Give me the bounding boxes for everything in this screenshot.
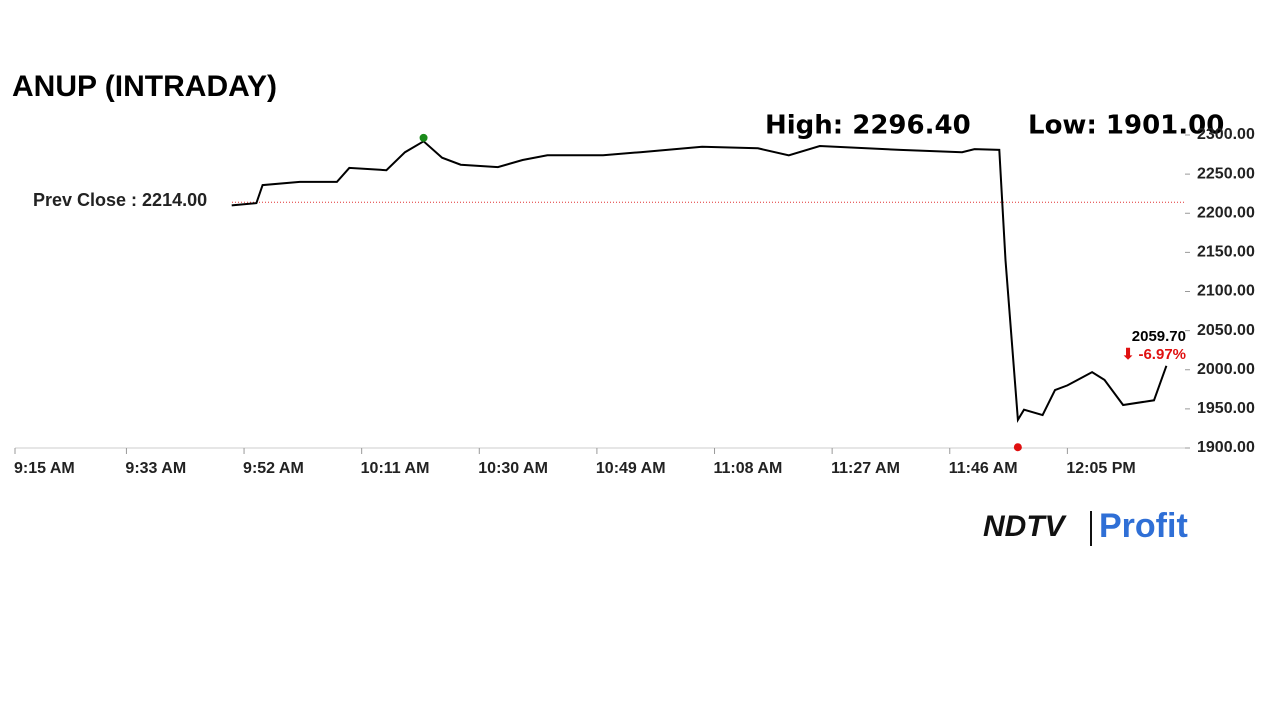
y-tick-label: 1950.00 bbox=[1197, 400, 1255, 417]
low-label: Low: 1901.00 bbox=[1028, 111, 1224, 141]
prev-close-label: Prev Close : 2214.00 bbox=[33, 190, 207, 210]
last-price: 2059.70 bbox=[1132, 328, 1186, 345]
x-tick-label: 9:52 AM bbox=[243, 460, 304, 477]
change-label: ⬇ -6.97% bbox=[1122, 346, 1186, 363]
x-tick-label: 9:33 AM bbox=[125, 460, 186, 477]
price-line bbox=[231, 140, 1168, 423]
y-tick-label: 2300.00 bbox=[1197, 126, 1255, 143]
x-tick-label: 9:15 AM bbox=[14, 460, 75, 477]
logo-left: NDTV bbox=[983, 510, 1068, 543]
y-tick-label: 2150.00 bbox=[1197, 244, 1255, 261]
logo-right: Profit bbox=[1099, 507, 1188, 545]
low-marker bbox=[1013, 443, 1022, 452]
y-tick-label: 2250.00 bbox=[1197, 165, 1255, 182]
y-tick-label: 2100.00 bbox=[1197, 283, 1255, 300]
y-tick-label: 2050.00 bbox=[1197, 322, 1255, 339]
high-label: High: 2296.40 bbox=[765, 111, 971, 141]
x-tick-label: 10:30 AM bbox=[478, 460, 548, 477]
x-tick-label: 10:49 AM bbox=[596, 460, 666, 477]
y-tick-label: 1900.00 bbox=[1197, 439, 1255, 456]
y-tick-label: 2200.00 bbox=[1197, 204, 1255, 221]
x-tick-label: 11:46 AM bbox=[949, 460, 1018, 477]
y-tick-label: 2000.00 bbox=[1197, 361, 1255, 378]
x-tick-label: 11:27 AM bbox=[831, 460, 900, 477]
high-marker bbox=[419, 133, 428, 142]
x-tick-label: 11:08 AM bbox=[714, 460, 783, 477]
x-tick-label: 12:05 PM bbox=[1066, 460, 1135, 477]
chart-title: ANUP (INTRADAY) bbox=[12, 70, 277, 103]
x-tick-label: 10:11 AM bbox=[361, 460, 430, 477]
